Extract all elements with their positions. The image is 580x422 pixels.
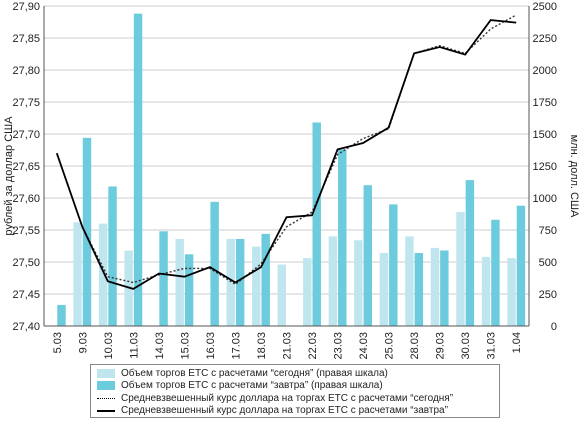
right-tick-label: 2250 [533, 33, 557, 45]
x-axis-ticks: 5.03 9.03 10.03 11.03 14.03 15.03 16.03 17.03 18… [52, 332, 523, 360]
left-tick-label: 27,60 [12, 193, 40, 205]
x-tick-label: 18.03 [256, 332, 268, 360]
x-tick-label: 15.03 [179, 332, 191, 360]
bar-today-23.03 [328, 236, 338, 326]
bar-tomorrow-18.03 [261, 233, 270, 326]
bar-tomorrow-1.04 [516, 205, 526, 326]
x-tick-label: 5.03 [52, 332, 64, 353]
right-tick-label: 250 [539, 289, 557, 301]
gridlines [44, 5, 529, 295]
left-tick-label: 27,55 [12, 225, 40, 237]
bars [57, 13, 526, 327]
bar-tomorrow-15.03 [184, 254, 194, 326]
left-tick-label: 27,45 [12, 289, 40, 301]
bar-tomorrow-24.03 [363, 185, 373, 326]
axes [43, 6, 530, 327]
bar-tomorrow-25.03 [389, 204, 398, 326]
bar-tomorrow-28.03 [414, 253, 424, 326]
bar-tomorrow-9.03 [82, 137, 92, 326]
legend-label: Объем торгов ЕТС с расчетами “сегодня” (… [121, 367, 388, 379]
right-tick-label: 2000 [533, 65, 557, 77]
legend-label: Средневзвешенный курс доллара на торгах … [121, 392, 454, 404]
bar-today-22.03 [303, 258, 312, 326]
left-axis-label: рублей за доллар США [3, 116, 15, 236]
line-rate-tomorrow [55, 19, 517, 290]
right-tick-label: 500 [539, 257, 557, 269]
bar-tomorrow-11.03 [133, 13, 143, 327]
bar-tomorrow-5.03 [57, 304, 66, 326]
bar-tomorrow-23.03 [338, 149, 347, 326]
left-tick-label: 27,80 [12, 65, 40, 77]
x-tick-label: 29.03 [435, 332, 447, 360]
legend-item-line-tomorrow: Средневзвешенный курс доллара на торгах … [97, 405, 493, 418]
bar-today-9.03 [73, 222, 82, 326]
left-tick-label: 27,65 [12, 161, 40, 173]
right-tick-label: 1750 [533, 97, 557, 109]
x-tick-label: 10.03 [103, 332, 115, 360]
x-tick-label: 24.03 [358, 332, 370, 360]
x-tick-label: 11.03 [128, 332, 140, 359]
left-tick-label: 27,90 [12, 1, 40, 13]
bar-tomorrow-22.03 [312, 122, 321, 326]
bar-tomorrow-29.03 [440, 250, 449, 326]
right-tick-label: 0 [551, 321, 557, 333]
bar-today-29.03 [430, 247, 440, 326]
legend-item-bar-today: Объем торгов ЕТС с расчетами “сегодня” (… [97, 367, 493, 380]
x-tick-label: 23.03 [333, 332, 345, 360]
legend-label: Объем торгов ЕТС с расчетами “завтра” (п… [121, 380, 383, 392]
left-tick-label: 27,40 [12, 321, 40, 333]
right-tick-label: 2500 [533, 1, 557, 13]
x-tick-label: 25.03 [384, 332, 396, 360]
line-rate-today [81, 14, 517, 286]
bar-today-28.03 [405, 236, 414, 326]
x-tick-label: 17.03 [230, 332, 242, 360]
x-tick-label: 16.03 [205, 332, 217, 360]
x-tick-label: 28.03 [409, 332, 421, 360]
bar-today-25.03 [379, 253, 389, 326]
bar-tomorrow-14.03 [159, 231, 168, 326]
legend-swatch-line-today [97, 397, 115, 399]
bar-today-18.03 [252, 246, 261, 326]
legend-item-line-today: Средневзвешенный курс доллара на торгах … [97, 392, 493, 405]
bar-tomorrow-16.03 [210, 201, 219, 326]
bar-tomorrow-30.03 [465, 180, 475, 326]
bar-today-24.03 [354, 240, 363, 326]
right-tick-label: 750 [539, 225, 557, 237]
legend-swatch-line-tomorrow [97, 409, 115, 412]
right-axis-ticks: 0 250 500 750 1000 1250 1500 1750 2000 2250 2500 [533, 1, 557, 333]
legend: Объем торгов ЕТС с расчетами “сегодня” (… [90, 364, 500, 418]
x-tick-label: 1.04 [511, 332, 523, 353]
x-tick-label: 21.03 [282, 332, 294, 360]
bar-today-31.03 [481, 256, 491, 326]
bar-today-21.03 [277, 264, 286, 326]
bar-today-15.03 [175, 238, 184, 326]
left-axis-ticks: 27,40 27,45 27,50 27,55 27,60 27,65 27,70 27,75… [12, 1, 40, 333]
x-tick-label: 31.03 [486, 332, 498, 360]
bar-tomorrow-17.03 [235, 238, 245, 326]
legend-swatch-bar-tomorrow [97, 381, 115, 391]
left-tick-label: 27,85 [12, 33, 40, 45]
x-tick-label: 14.03 [154, 332, 166, 360]
right-tick-label: 1500 [533, 129, 557, 141]
bar-today-1.04 [507, 258, 516, 326]
x-tick-label: 9.03 [77, 332, 89, 353]
left-tick-label: 27,70 [12, 129, 40, 141]
x-tick-label: 30.03 [460, 332, 472, 360]
rate-lines [55, 14, 517, 290]
bar-today-30.03 [456, 212, 465, 326]
left-tick-label: 27,75 [12, 97, 40, 109]
left-tick-label: 27,50 [12, 257, 40, 269]
bar-today-10.03 [98, 223, 108, 326]
bar-today-17.03 [226, 238, 235, 326]
right-tick-label: 1250 [533, 161, 557, 173]
legend-item-bar-tomorrow: Объем торгов ЕТС с расчетами “завтра” (п… [97, 380, 493, 393]
x-tick-label: 22.03 [307, 332, 319, 360]
bar-tomorrow-31.03 [491, 219, 500, 326]
bar-tomorrow-10.03 [108, 186, 117, 326]
right-axis-label: млн. долл. США [568, 135, 580, 218]
legend-swatch-bar-today [97, 368, 115, 378]
right-tick-label: 1000 [533, 193, 557, 205]
legend-label: Средневзвешенный курс доллара на торгах … [121, 405, 448, 417]
